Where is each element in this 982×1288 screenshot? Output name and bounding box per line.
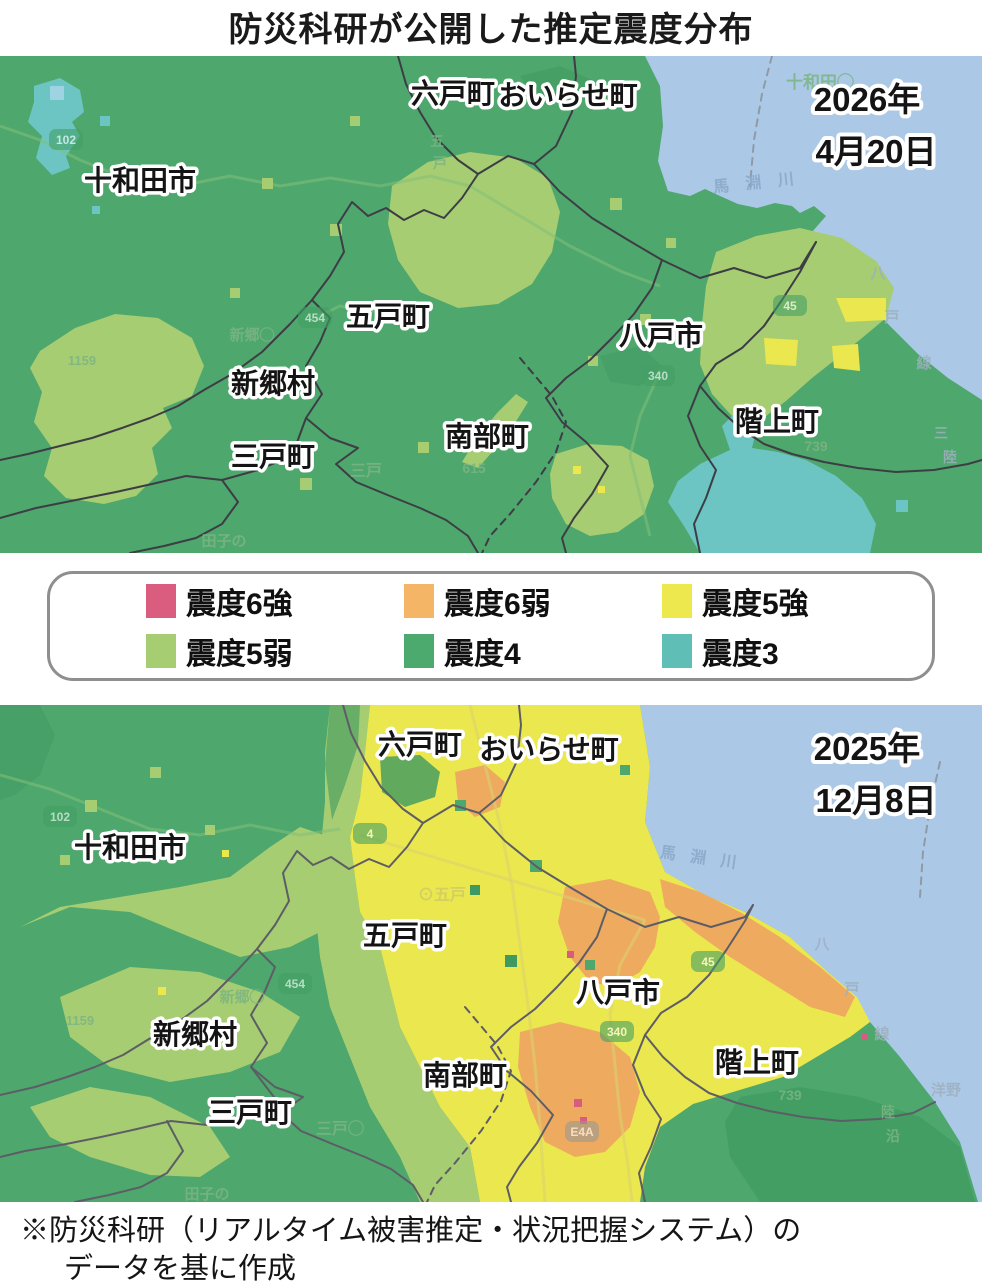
svg-text:おいらせ町: おいらせ町 [498, 80, 637, 111]
svg-text:新郷村: 新郷村 [153, 1019, 237, 1050]
svg-text:田子の: 田子の [184, 1186, 229, 1202]
svg-text:340: 340 [648, 369, 668, 383]
svg-text:1159: 1159 [68, 353, 96, 368]
svg-text:六戸町: 六戸町 [411, 78, 495, 109]
svg-text:4: 4 [367, 827, 374, 841]
svg-text:田子の: 田子の [201, 533, 246, 550]
page-title: 防災科研が公開した推定震度分布 [228, 11, 754, 49]
legend-label: 震度3 [702, 638, 779, 671]
svg-text:⊙五戸: ⊙五戸 [418, 886, 466, 904]
svg-text:五: 五 [430, 133, 444, 149]
svg-text:新郷◯: 新郷◯ [229, 326, 274, 344]
intensity-6plus-swatch [146, 584, 176, 618]
legend-item: 震度6強 [146, 579, 404, 623]
svg-text:五戸町: 五戸町 [363, 920, 447, 951]
svg-text:洋野: 洋野 [931, 1081, 961, 1099]
intensity-5minus-swatch [146, 634, 176, 668]
svg-text:十和田市: 十和田市 [74, 831, 186, 863]
svg-text:12月8日: 12月8日 [815, 782, 936, 819]
svg-text:新郷◯: 新郷◯ [219, 988, 264, 1006]
svg-text:戸: 戸 [433, 155, 447, 171]
intensity-6minus-swatch [404, 584, 434, 618]
svg-text:戸: 戸 [884, 309, 899, 326]
svg-text:南部町: 南部町 [423, 1060, 507, 1091]
legend-label: 震度6強 [186, 588, 293, 621]
svg-text:E4A: E4A [570, 1125, 594, 1139]
svg-text:沿: 沿 [886, 1128, 900, 1144]
svg-text:新郷村: 新郷村 [231, 368, 315, 399]
svg-text:739: 739 [804, 438, 828, 454]
svg-text:五戸町: 五戸町 [346, 301, 430, 332]
legend-label: 震度6弱 [444, 588, 551, 621]
intensity-5plus-swatch [662, 584, 692, 618]
svg-text:615: 615 [462, 460, 486, 476]
svg-text:340: 340 [607, 1025, 627, 1039]
svg-text:102: 102 [56, 133, 76, 147]
svg-text:2026年: 2026年 [814, 81, 920, 118]
svg-text:三戸◯: 三戸◯ [316, 1119, 364, 1138]
legend-label: 震度5弱 [186, 638, 293, 671]
source-note-line2: データを基に作成 [64, 1253, 297, 1285]
svg-text:八: 八 [869, 265, 886, 282]
source-note-line1: ※防災科研（リアルタイム被害推定・状況把握システム）の [20, 1215, 802, 1247]
svg-text:線: 線 [916, 354, 931, 372]
svg-text:戸: 戸 [844, 981, 859, 998]
intensity-3-swatch [662, 634, 692, 668]
legend-item: 震度5弱 [146, 629, 404, 673]
svg-text:45: 45 [701, 955, 715, 969]
svg-text:2025年: 2025年 [814, 730, 920, 767]
legend-item: 震度5強 [662, 579, 920, 623]
svg-text:三戸町: 三戸町 [231, 441, 315, 472]
svg-text:45: 45 [783, 299, 797, 313]
svg-text:1159: 1159 [66, 1013, 94, 1028]
svg-text:南部町: 南部町 [445, 421, 529, 452]
svg-text:三: 三 [934, 425, 948, 441]
svg-text:739: 739 [778, 1087, 802, 1103]
svg-text:おいらせ町: おいらせ町 [479, 734, 618, 765]
svg-text:4月20日: 4月20日 [815, 133, 936, 170]
source-note: ※防災科研（リアルタイム被害推定・状況把握システム）の データを基に作成 [20, 1212, 982, 1288]
svg-text:三戸町: 三戸町 [208, 1097, 292, 1128]
legend-item: 震度3 [662, 629, 920, 673]
svg-text:階上町: 階上町 [715, 1047, 799, 1078]
svg-text:階上町: 階上町 [735, 406, 819, 437]
svg-text:陸: 陸 [943, 449, 957, 465]
svg-text:陸: 陸 [881, 1104, 895, 1120]
svg-text:三戸: 三戸 [350, 462, 382, 480]
svg-text:十和田◯: 十和田◯ [786, 72, 854, 92]
legend-item: 震度6弱 [404, 579, 662, 623]
legend-label: 震度5強 [702, 588, 809, 621]
svg-text:六戸町: 六戸町 [378, 729, 462, 760]
legend-label: 震度4 [444, 638, 521, 671]
svg-text:454: 454 [285, 977, 305, 991]
intensity-legend: 震度6強 震度6弱 震度5強 震度5弱 震度4 震度3 [47, 571, 935, 681]
svg-text:十和田市: 十和田市 [84, 164, 196, 196]
legend-item: 震度4 [404, 629, 662, 673]
svg-text:454: 454 [305, 311, 325, 325]
intensity-4-swatch [404, 634, 434, 668]
svg-text:八: 八 [813, 936, 830, 953]
svg-text:八戸市: 八戸市 [576, 976, 660, 1008]
svg-text:線: 線 [874, 1025, 889, 1043]
svg-text:八戸市: 八戸市 [619, 319, 703, 351]
svg-text:102: 102 [50, 810, 70, 824]
